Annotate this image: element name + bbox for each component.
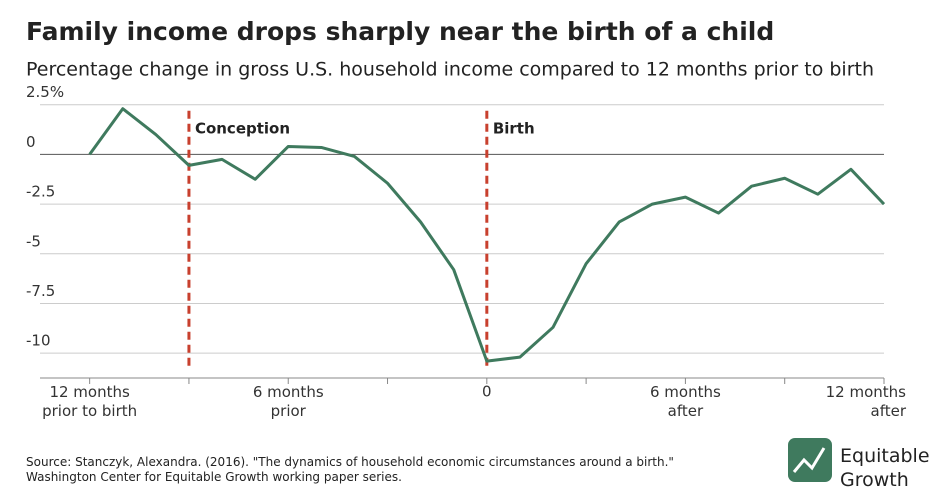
annotation-label: Birth — [493, 120, 535, 138]
x-tick-label: 12 months after — [826, 383, 907, 420]
y-tick-label: -10 — [26, 332, 51, 350]
data-line — [88, 107, 886, 363]
y-tick-label: -5 — [26, 232, 41, 250]
y-tick-label: 0 — [26, 133, 36, 151]
source: Source: Stanczyk, Alexandra. (2016). "Th… — [26, 455, 674, 484]
x-tick-label: 6 months after — [650, 383, 721, 420]
y-tick-label: 2.5% — [26, 83, 64, 101]
x-tick-label: 12 months prior to birth — [42, 383, 137, 420]
chart-title: Family income drops sharply near the bir… — [26, 17, 774, 46]
y-tick-label: -2.5 — [26, 183, 55, 201]
annotation-label: Conception — [195, 120, 290, 138]
x-tick-label: 0 — [482, 383, 492, 401]
chart-subtitle: Percentage change in gross U.S. househol… — [26, 59, 874, 81]
logo-text: Equitable Growth — [840, 445, 930, 491]
x-tick-label: 6 months prior — [253, 383, 324, 420]
logo-icon — [788, 438, 832, 482]
y-tick-label: -7.5 — [26, 282, 55, 300]
